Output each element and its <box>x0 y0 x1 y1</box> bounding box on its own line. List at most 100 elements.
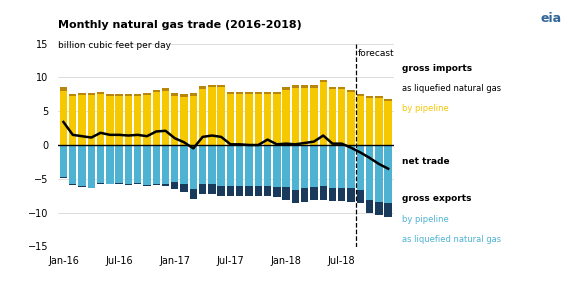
Bar <box>273 94 281 145</box>
Bar <box>273 187 281 197</box>
Bar <box>375 145 383 202</box>
Bar <box>115 96 123 145</box>
Bar <box>218 87 225 145</box>
Bar <box>152 90 160 92</box>
Bar <box>273 92 281 94</box>
Bar <box>162 88 169 91</box>
Bar <box>301 88 309 145</box>
Bar <box>162 145 169 184</box>
Bar <box>283 145 290 187</box>
Bar <box>292 88 299 145</box>
Text: forecast: forecast <box>358 49 394 58</box>
Bar <box>106 96 113 145</box>
Bar <box>310 86 318 88</box>
Bar <box>283 90 290 145</box>
Bar <box>357 96 364 145</box>
Bar <box>264 186 272 196</box>
Bar <box>227 94 234 145</box>
Bar <box>152 145 160 184</box>
Bar <box>78 95 86 145</box>
Bar <box>87 95 95 145</box>
Bar <box>143 93 151 95</box>
Bar <box>347 188 355 202</box>
Bar <box>60 177 67 178</box>
Bar <box>338 188 346 201</box>
Bar <box>310 88 318 145</box>
Text: gross exports: gross exports <box>402 194 472 203</box>
Bar <box>357 94 364 96</box>
Bar <box>208 87 215 145</box>
Bar <box>245 92 252 94</box>
Bar <box>218 186 225 196</box>
Bar <box>366 98 373 145</box>
Bar <box>208 145 215 184</box>
Bar <box>292 86 299 88</box>
Bar <box>245 186 252 196</box>
Bar <box>366 96 373 98</box>
Bar <box>227 186 234 196</box>
Bar <box>245 145 252 186</box>
Bar <box>310 145 318 187</box>
Bar <box>329 145 336 188</box>
Bar <box>301 188 309 202</box>
Bar <box>236 145 243 186</box>
Bar <box>134 96 141 145</box>
Bar <box>97 94 104 145</box>
Bar <box>115 94 123 96</box>
Bar <box>366 200 373 213</box>
Bar <box>87 93 95 95</box>
Text: net trade: net trade <box>402 157 450 166</box>
Bar <box>384 202 392 218</box>
Bar <box>143 145 151 185</box>
Bar <box>292 145 299 190</box>
Bar <box>292 190 299 203</box>
Bar <box>384 101 392 145</box>
Bar <box>171 145 178 182</box>
Bar <box>87 145 95 188</box>
Bar <box>180 97 188 145</box>
Bar <box>190 93 197 96</box>
Bar <box>357 145 364 190</box>
Bar <box>115 145 123 183</box>
Bar <box>60 145 67 177</box>
Bar <box>375 96 383 98</box>
Bar <box>106 145 113 184</box>
Bar <box>199 184 206 194</box>
Bar <box>264 145 272 186</box>
Bar <box>347 92 355 145</box>
Bar <box>329 188 336 201</box>
Bar <box>134 145 141 183</box>
Bar <box>152 184 160 185</box>
Bar <box>357 190 364 203</box>
Bar <box>245 94 252 145</box>
Bar <box>310 187 318 200</box>
Bar <box>190 145 197 189</box>
Text: by pipeline: by pipeline <box>402 215 449 224</box>
Bar <box>97 183 104 184</box>
Bar <box>199 89 206 145</box>
Bar <box>69 145 76 184</box>
Bar <box>171 96 178 145</box>
Bar <box>162 91 169 145</box>
Bar <box>134 183 141 184</box>
Bar <box>320 145 327 186</box>
Bar <box>236 92 243 94</box>
Bar <box>208 184 215 194</box>
Bar <box>97 145 104 183</box>
Text: as liquefied natural gas: as liquefied natural gas <box>402 235 501 244</box>
Bar <box>320 82 327 145</box>
Bar <box>97 92 104 94</box>
Bar <box>190 96 197 145</box>
Bar <box>329 89 336 145</box>
Bar <box>78 186 86 187</box>
Bar <box>124 94 132 96</box>
Bar <box>283 88 290 90</box>
Bar <box>236 94 243 145</box>
Bar <box>78 93 86 95</box>
Bar <box>375 202 383 215</box>
Bar <box>190 189 197 199</box>
Bar <box>152 92 160 145</box>
Bar <box>134 94 141 96</box>
Bar <box>227 92 234 94</box>
Bar <box>60 91 67 145</box>
